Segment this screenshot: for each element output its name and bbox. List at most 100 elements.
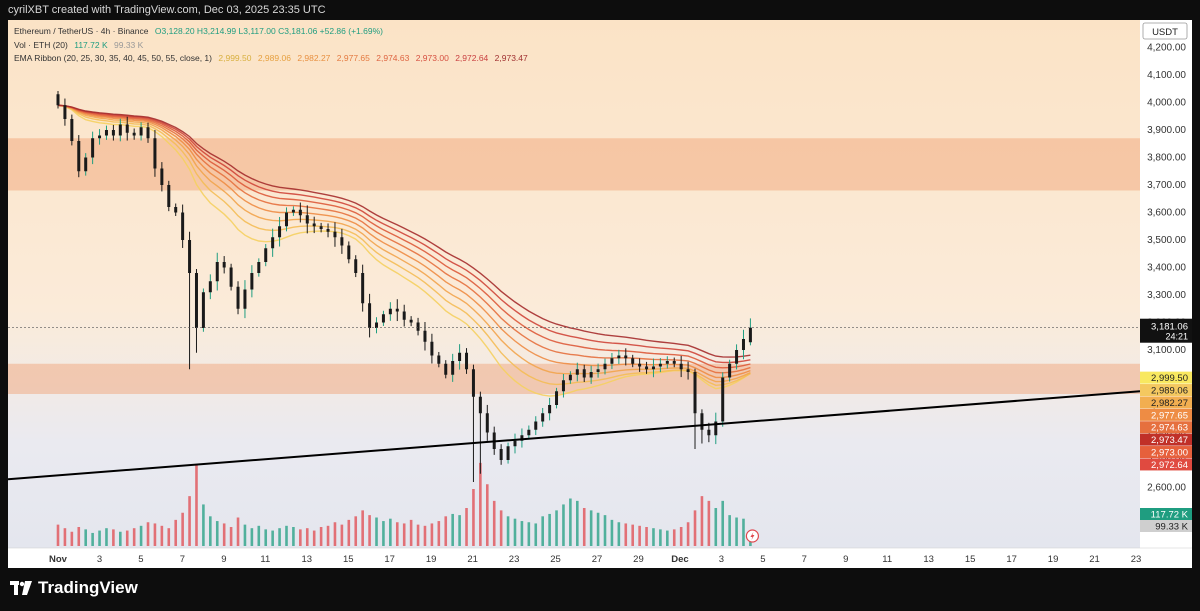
candle-body[interactable] bbox=[298, 209, 302, 216]
candle-body[interactable] bbox=[679, 363, 683, 370]
candle-body[interactable] bbox=[561, 380, 565, 392]
candle-body[interactable] bbox=[672, 361, 676, 364]
currency-badge[interactable] bbox=[1142, 22, 1188, 40]
candle-body[interactable] bbox=[478, 396, 482, 414]
candle-body[interactable] bbox=[430, 341, 434, 356]
candle-body[interactable] bbox=[381, 314, 385, 323]
candle-body[interactable] bbox=[714, 421, 718, 436]
candle-body[interactable] bbox=[506, 446, 510, 460]
candle-body[interactable] bbox=[284, 212, 288, 227]
candle-body[interactable] bbox=[707, 429, 711, 436]
candle-body[interactable] bbox=[132, 132, 136, 136]
candle-body[interactable] bbox=[84, 157, 88, 172]
candle-body[interactable] bbox=[735, 350, 739, 364]
candle-body[interactable] bbox=[111, 130, 115, 136]
candle-body[interactable] bbox=[610, 358, 614, 364]
candle-body[interactable] bbox=[271, 237, 275, 249]
candle-body[interactable] bbox=[139, 127, 143, 136]
candle-body[interactable] bbox=[146, 127, 150, 139]
candle-body[interactable] bbox=[548, 405, 552, 414]
candle-body[interactable] bbox=[91, 138, 95, 158]
candle-body[interactable] bbox=[395, 308, 399, 312]
candle-body[interactable] bbox=[388, 308, 392, 315]
candle-body[interactable] bbox=[174, 207, 178, 213]
candle-body[interactable] bbox=[278, 226, 282, 238]
candle-body[interactable] bbox=[243, 289, 247, 309]
candle-body[interactable] bbox=[748, 327, 752, 343]
candle-body[interactable] bbox=[451, 361, 455, 375]
candle-body[interactable] bbox=[465, 352, 469, 370]
candle-body[interactable] bbox=[375, 322, 379, 329]
candle-body[interactable] bbox=[520, 435, 524, 441]
candle-body[interactable] bbox=[444, 363, 448, 375]
candle-body[interactable] bbox=[700, 413, 704, 430]
candle-body[interactable] bbox=[333, 231, 337, 238]
candle-body[interactable] bbox=[305, 215, 309, 224]
candle-body[interactable] bbox=[77, 141, 81, 172]
candle-body[interactable] bbox=[658, 363, 662, 367]
candle-body[interactable] bbox=[361, 273, 365, 304]
candle-body[interactable] bbox=[257, 262, 261, 273]
candle-body[interactable] bbox=[534, 421, 538, 430]
candle-body[interactable] bbox=[741, 339, 745, 350]
chart-svg[interactable]: 2,500.002,600.002,700.002,800.002,900.00… bbox=[8, 20, 1192, 568]
candle-body[interactable] bbox=[555, 391, 559, 405]
candle-body[interactable] bbox=[499, 449, 503, 460]
candle-body[interactable] bbox=[167, 185, 171, 207]
candle-body[interactable] bbox=[250, 273, 254, 290]
trendline[interactable] bbox=[8, 390, 1141, 481]
candle-body[interactable] bbox=[513, 440, 517, 447]
candle-body[interactable] bbox=[541, 413, 545, 422]
candle-body[interactable] bbox=[485, 413, 489, 433]
candle-body[interactable] bbox=[312, 223, 316, 227]
candle-body[interactable] bbox=[125, 124, 129, 133]
candle-body[interactable] bbox=[631, 358, 635, 364]
candle-body[interactable] bbox=[693, 372, 697, 414]
candle-body[interactable] bbox=[291, 209, 295, 213]
candle-body[interactable] bbox=[222, 262, 226, 268]
candle-body[interactable] bbox=[208, 281, 212, 293]
candle-body[interactable] bbox=[70, 119, 74, 141]
candle-body[interactable] bbox=[188, 240, 192, 273]
candle-body[interactable] bbox=[527, 429, 531, 436]
candle-body[interactable] bbox=[617, 355, 621, 359]
candle-body[interactable] bbox=[721, 377, 725, 422]
candle-body[interactable] bbox=[229, 267, 233, 287]
candle-body[interactable] bbox=[728, 363, 732, 378]
candle-body[interactable] bbox=[326, 229, 330, 232]
candle-body[interactable] bbox=[98, 135, 102, 139]
candle-body[interactable] bbox=[181, 212, 185, 241]
candle-body[interactable] bbox=[340, 237, 344, 246]
candle-body[interactable] bbox=[416, 322, 420, 331]
candle-body[interactable] bbox=[194, 273, 198, 328]
candle-body[interactable] bbox=[160, 168, 164, 186]
candle-body[interactable] bbox=[354, 259, 358, 273]
candle-body[interactable] bbox=[603, 363, 607, 370]
candle-body[interactable] bbox=[63, 105, 67, 119]
candle-body[interactable] bbox=[118, 124, 122, 136]
candle-body[interactable] bbox=[686, 369, 690, 372]
candle-body[interactable] bbox=[104, 130, 108, 136]
candle-body[interactable] bbox=[665, 361, 669, 364]
candle-body[interactable] bbox=[596, 369, 600, 372]
candle-body[interactable] bbox=[582, 369, 586, 378]
candle-body[interactable] bbox=[409, 319, 413, 323]
chart-frame[interactable]: 2,500.002,600.002,700.002,800.002,900.00… bbox=[8, 20, 1192, 568]
candle-body[interactable] bbox=[645, 366, 649, 370]
candle-body[interactable] bbox=[568, 374, 572, 381]
candle-body[interactable] bbox=[264, 248, 268, 262]
candle-body[interactable] bbox=[56, 94, 60, 106]
candle-body[interactable] bbox=[236, 286, 240, 309]
candle-body[interactable] bbox=[423, 330, 427, 342]
candle-body[interactable] bbox=[319, 226, 323, 229]
candle-body[interactable] bbox=[575, 369, 579, 375]
candle-body[interactable] bbox=[368, 303, 372, 328]
candle-body[interactable] bbox=[215, 262, 219, 282]
candle-body[interactable] bbox=[624, 355, 628, 359]
candle-body[interactable] bbox=[347, 245, 351, 260]
candle-body[interactable] bbox=[589, 372, 593, 378]
candle-body[interactable] bbox=[458, 352, 462, 361]
candle-body[interactable] bbox=[201, 292, 205, 328]
candle-body[interactable] bbox=[402, 311, 406, 320]
candle-body[interactable] bbox=[437, 355, 441, 364]
